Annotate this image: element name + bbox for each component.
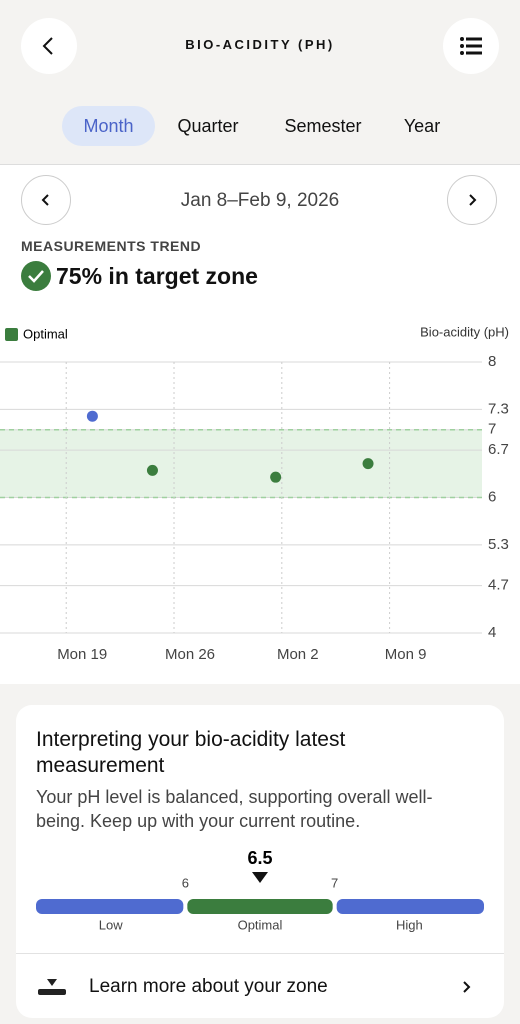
tab[interactable]: Month	[62, 106, 155, 146]
point	[270, 471, 282, 483]
y-tick-label: 6.7	[488, 441, 509, 458]
x-tick-label: Mon 9	[385, 646, 427, 663]
gauge-marker	[252, 872, 268, 883]
prev-icon	[41, 194, 49, 206]
gauge-tick-label: 7	[331, 875, 338, 890]
y-tick-label: 7	[488, 421, 496, 438]
gauge-tick-label: 6	[182, 875, 189, 890]
legend-swatch	[5, 328, 18, 341]
back-icon	[42, 37, 53, 55]
zone-label: Optimal	[238, 917, 283, 932]
menu-button[interactable]	[443, 18, 499, 74]
link-chevron	[463, 981, 471, 993]
zone-label: High	[396, 917, 423, 932]
gauge-zone	[187, 899, 333, 914]
tab[interactable]: Semester	[284, 116, 362, 136]
target-zone	[0, 429, 482, 498]
y-tick-label: 8	[488, 353, 496, 370]
legend-label: Optimal	[23, 326, 68, 341]
point	[362, 458, 374, 470]
y-tick-label: 4.7	[488, 577, 509, 594]
chart-panel	[0, 164, 520, 684]
y-tick-label: 7.3	[488, 400, 509, 417]
x-tick-label: Mon 26	[165, 646, 215, 663]
link-text[interactable]: Learn more about your zone	[89, 976, 328, 997]
card-body: Your pH level is balanced, supporting ov…	[36, 787, 433, 831]
gauge: Low Optimal High 6 7 6.5	[36, 848, 484, 932]
next-button[interactable]	[447, 175, 497, 225]
gauge-zone	[336, 899, 484, 914]
y-axis-label: Bio-acidity (pH)	[420, 324, 509, 339]
trend-label: MEASUREMENTS TREND	[21, 238, 202, 254]
zone-label: Low	[99, 917, 123, 932]
y-tick-label: 5.3	[488, 536, 509, 553]
y-tick-label: 4	[488, 624, 496, 641]
prev-button[interactable]	[21, 175, 71, 225]
tab[interactable]: Year	[403, 116, 441, 136]
page-title: BIO-ACIDITY (PH)	[185, 37, 335, 52]
point	[146, 464, 158, 476]
divider	[16, 953, 504, 954]
link-icon	[38, 979, 66, 995]
point	[86, 410, 98, 422]
period-label: Jan 8–Feb 9, 2026	[180, 190, 340, 211]
y-tick-label: 6	[488, 488, 496, 505]
check-icon	[21, 261, 51, 291]
tab[interactable]: Quarter	[177, 116, 239, 136]
card-title: Interpreting your bio-acidity latest mea…	[36, 728, 346, 777]
x-tick-label: Mon 19	[57, 646, 107, 663]
chart: 4 4.7 5.3 6 6.7 7 7.3 8 Mon 19 Mon 26 Mon 2 Mon 9 Bi…	[0, 324, 509, 663]
gauge-zone	[36, 899, 184, 914]
x-tick-label: Mon 2	[277, 646, 319, 663]
next-icon	[469, 194, 477, 206]
card	[16, 705, 504, 1018]
menu-icon	[460, 37, 482, 55]
trend-summary: 75% in target zone	[56, 263, 258, 289]
gauge-value: 6.5	[247, 848, 272, 868]
back-button[interactable]	[21, 18, 77, 74]
